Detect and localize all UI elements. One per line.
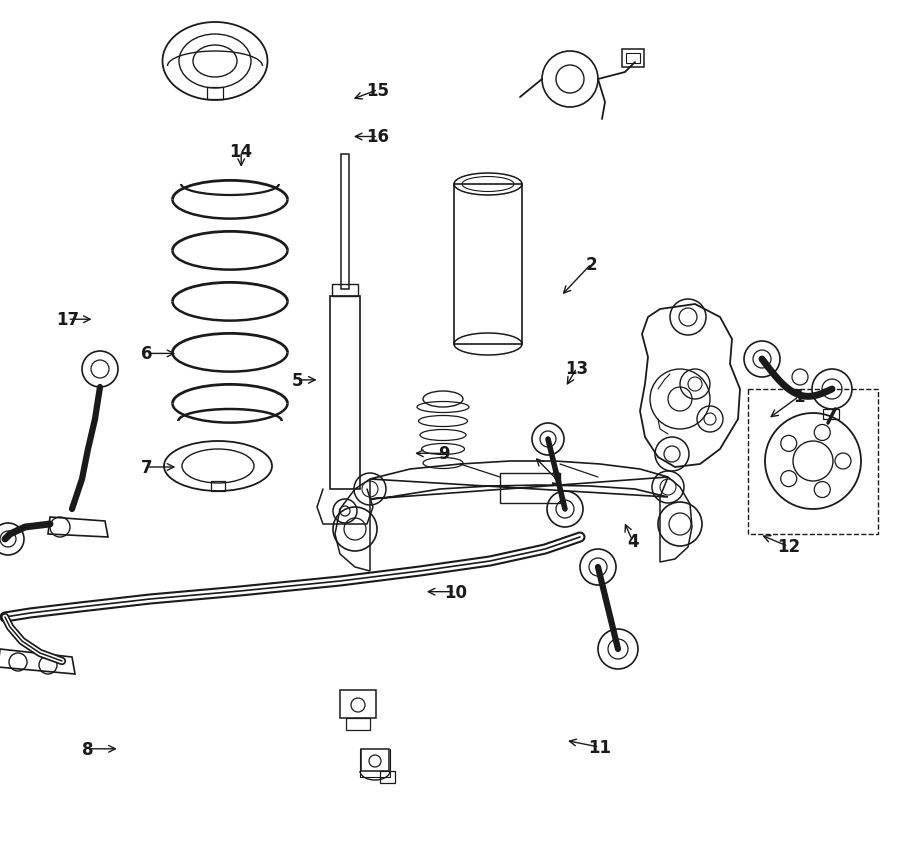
Bar	[454, 185, 522, 345]
Text: 1: 1	[794, 387, 805, 406]
Circle shape	[812, 369, 852, 409]
Text: 2: 2	[586, 255, 597, 274]
Text: 15: 15	[366, 81, 390, 100]
Text: 14: 14	[230, 142, 253, 161]
Bar	[207, 88, 223, 100]
Text: 13: 13	[565, 359, 589, 378]
Bar	[211, 481, 225, 491]
Bar	[361, 749, 389, 771]
Bar	[330, 297, 360, 490]
Bar	[500, 473, 560, 503]
Text: 7: 7	[141, 458, 152, 477]
Text: 5: 5	[292, 371, 302, 390]
Text: 9: 9	[438, 444, 449, 463]
Text: 12: 12	[777, 537, 800, 556]
Bar	[380, 771, 395, 783]
Bar	[340, 690, 376, 718]
Bar	[341, 154, 349, 290]
Text: 11: 11	[588, 738, 611, 757]
Bar	[748, 390, 878, 534]
Circle shape	[580, 549, 616, 585]
Bar	[332, 285, 358, 297]
Text: 17: 17	[56, 310, 79, 329]
Bar	[823, 409, 839, 420]
Text: 16: 16	[366, 128, 390, 147]
Bar	[622, 50, 644, 68]
Text: 10: 10	[444, 583, 467, 601]
Text: 8: 8	[83, 740, 94, 758]
Bar	[626, 54, 640, 64]
Bar	[346, 718, 370, 730]
Circle shape	[744, 341, 780, 378]
Text: 6: 6	[141, 345, 152, 363]
Text: 4: 4	[627, 532, 638, 551]
Text: 3: 3	[551, 470, 562, 489]
Circle shape	[598, 630, 638, 670]
